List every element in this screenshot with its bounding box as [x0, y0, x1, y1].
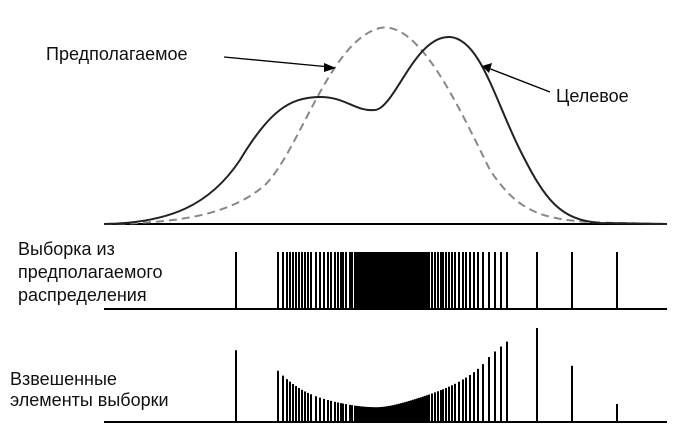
weighted-samples [235, 328, 618, 422]
samples-label-line2: предполагаемого [18, 262, 163, 282]
proposal-arrow [223, 56, 336, 72]
target-density-curve [103, 35, 668, 225]
target-label: Целевое [556, 86, 629, 106]
samples-label-line1: Выборка из [18, 239, 115, 259]
proposal-label: Предполагаемое [46, 44, 188, 64]
proposal-samples [235, 252, 618, 309]
target-arrow [482, 63, 551, 93]
weighted-label-line2: элементы выборки [10, 390, 169, 410]
proposal-density-curve [103, 26, 668, 225]
samples-label-line3: распределения [18, 285, 147, 305]
weighted-label-line1: Взвешенные [10, 369, 117, 389]
